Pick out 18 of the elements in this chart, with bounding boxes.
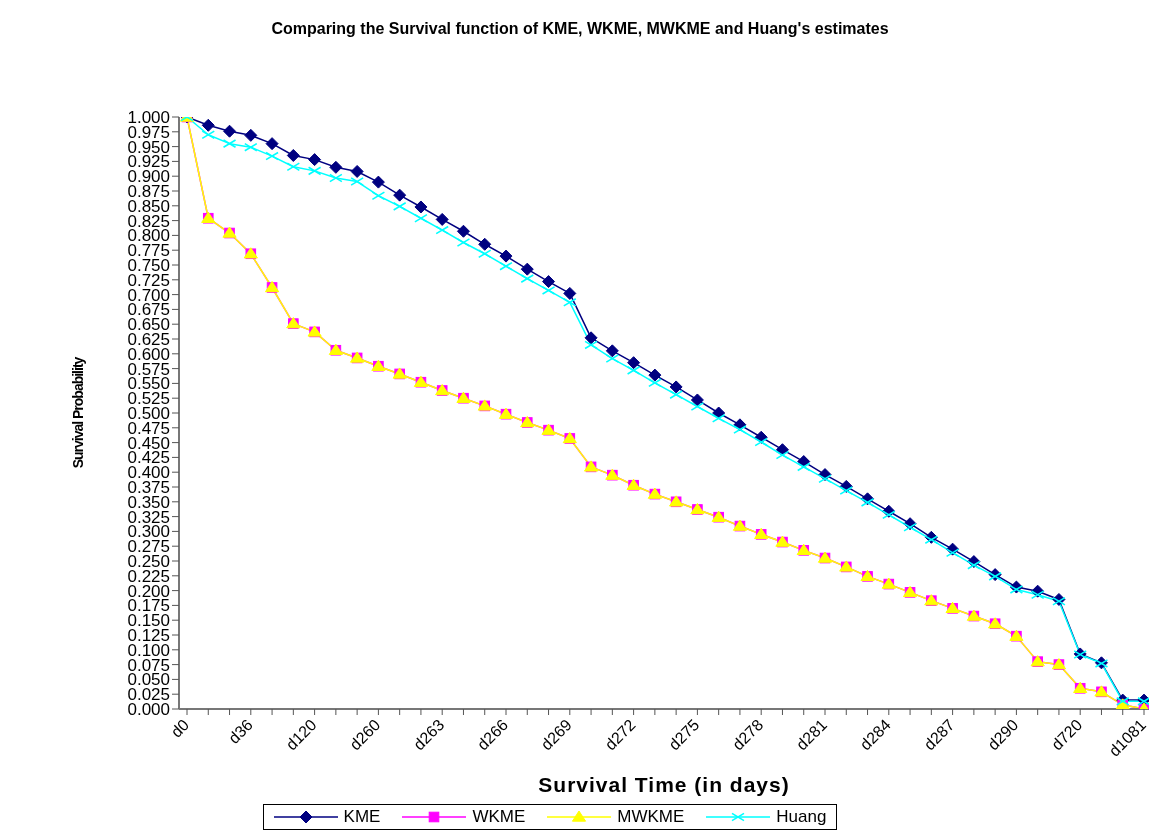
legend-label: MWKME (617, 807, 685, 827)
legend-label: WKME (472, 807, 526, 827)
y-axis-title: Survival Probability (69, 356, 86, 469)
y-tick-label: 0.975 (127, 122, 170, 142)
y-tick-label: 0.225 (127, 566, 170, 586)
y-tick-label: 0.100 (127, 640, 170, 660)
y-tick-label: 0.350 (127, 492, 170, 512)
x-tick-label: d0 (167, 716, 193, 741)
y-tick-label: 0.475 (127, 418, 170, 438)
y-tick-label: 0.000 (127, 700, 170, 720)
legend-label: Huang (776, 807, 827, 827)
y-tick-label: 0.850 (127, 196, 170, 216)
y-tick-label: 0.600 (127, 344, 170, 364)
chart-title: Comparing the Survival function of KME, WKME, MWKME and Huang's estimates (270, 19, 890, 39)
legend-label: KME (343, 807, 381, 827)
x-tick-label: d36 (225, 716, 256, 747)
y-tick-label: 0.725 (127, 270, 170, 290)
x-axis-title: Survival Time (in days) (538, 773, 790, 796)
